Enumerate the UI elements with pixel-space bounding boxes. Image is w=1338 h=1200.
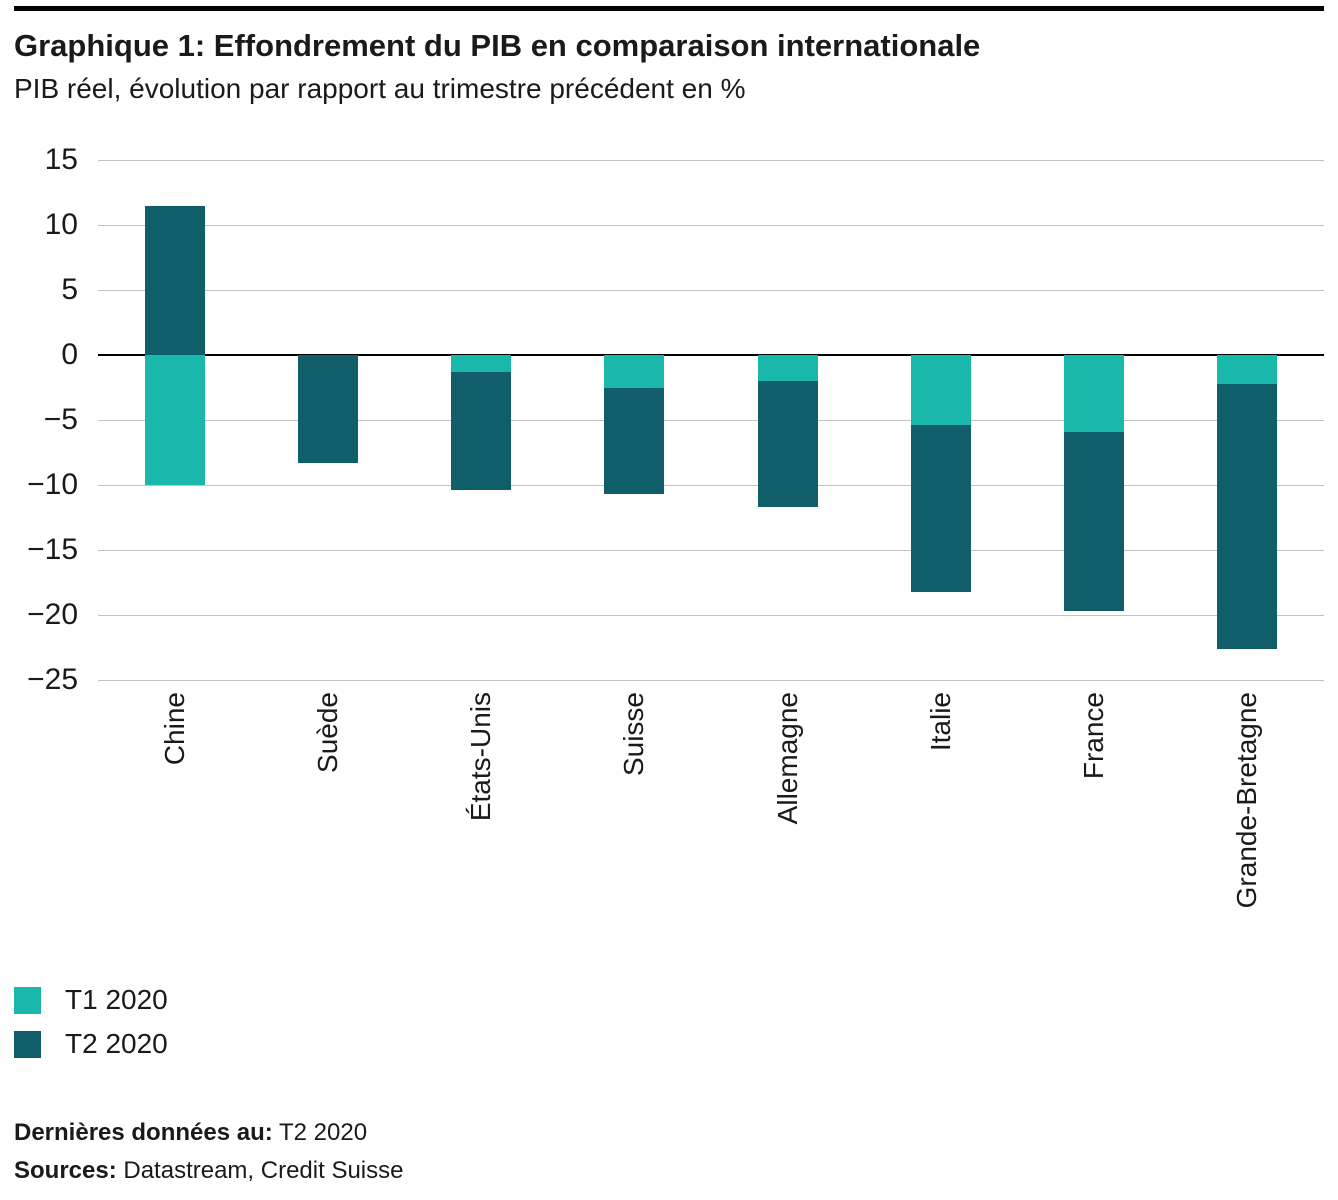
gridline bbox=[98, 680, 1324, 681]
legend-item-t2-2020: T2 2020 bbox=[14, 1030, 1324, 1058]
sources-label: Sources: bbox=[14, 1157, 117, 1184]
x-axis-label: Allemagne bbox=[771, 692, 803, 825]
bar-segment bbox=[757, 355, 818, 381]
last-data-label: Dernières données au: bbox=[14, 1119, 273, 1146]
bar-segment bbox=[910, 425, 971, 592]
legend-swatch-t1-icon bbox=[14, 986, 41, 1014]
chart-title: Graphique 1: Effondrement du PIB en comp… bbox=[14, 28, 981, 63]
legend-swatch-t2-icon bbox=[14, 1030, 41, 1058]
gridline bbox=[98, 160, 1324, 161]
bar-segment bbox=[1064, 431, 1125, 612]
bar-segment bbox=[297, 355, 358, 463]
bar-segment bbox=[910, 355, 971, 426]
x-axis-label: Grande-Bretagne bbox=[1231, 692, 1263, 909]
x-axis: Chine Suède États-Unis Suisse Allemagne Itali… bbox=[98, 680, 1324, 970]
footer: Dernières données au: T2 2020 Sources: D… bbox=[14, 1114, 1324, 1190]
bar-segment bbox=[604, 355, 665, 388]
bar-segment bbox=[144, 205, 205, 355]
sources-line: Sources: Datastream, Credit Suisse bbox=[14, 1152, 1324, 1190]
bar-chart: 15 10 5 0 −5 −10 −15 −20 −25 Chine Suède États-Uni… bbox=[14, 143, 1324, 970]
gridline bbox=[98, 420, 1324, 421]
legend-label-t2: T2 2020 bbox=[65, 1028, 168, 1059]
legend-label-t1: T1 2020 bbox=[65, 984, 168, 1015]
legend-item-t1-2020: T1 2020 bbox=[14, 986, 1324, 1014]
plot-area bbox=[98, 160, 1324, 681]
bar-segment bbox=[604, 387, 665, 495]
x-axis-label: Suisse bbox=[618, 692, 650, 777]
bar-segment bbox=[1217, 355, 1278, 384]
chart-subtitle: PIB réel, évolution par rapport au trime… bbox=[14, 73, 746, 104]
x-axis-label: Italie bbox=[924, 692, 956, 752]
bar-segment bbox=[144, 355, 205, 485]
gridline bbox=[98, 615, 1324, 616]
y-tick-label: −10 bbox=[27, 468, 78, 501]
last-data-value: T2 2020 bbox=[278, 1119, 368, 1146]
top-rule bbox=[14, 6, 1324, 11]
gridline bbox=[98, 225, 1324, 226]
x-axis-label: États-Unis bbox=[465, 692, 497, 822]
zero-line bbox=[98, 354, 1324, 356]
y-tick-label: 0 bbox=[61, 338, 78, 371]
y-tick-label: −5 bbox=[43, 403, 78, 436]
bar-segment bbox=[451, 355, 512, 372]
bar-segment bbox=[451, 371, 512, 491]
y-tick-label: −25 bbox=[27, 663, 78, 696]
bar-segment bbox=[1217, 383, 1278, 649]
y-tick-label: −15 bbox=[27, 533, 78, 566]
bar-segment bbox=[1064, 355, 1125, 432]
y-axis: 15 10 5 0 −5 −10 −15 −20 −25 bbox=[14, 143, 84, 696]
y-tick-label: 5 bbox=[61, 273, 78, 306]
gridline bbox=[98, 550, 1324, 551]
y-tick-label: −20 bbox=[27, 598, 78, 631]
legend: T1 2020 T2 2020 bbox=[14, 986, 1324, 1058]
sources-value: Datastream, Credit Suisse bbox=[123, 1157, 404, 1184]
y-tick-label: 10 bbox=[44, 208, 78, 241]
y-tick-label: 15 bbox=[44, 143, 78, 176]
x-axis-label: Suède bbox=[311, 692, 343, 773]
gridline bbox=[98, 485, 1324, 486]
x-axis-label: Chine bbox=[158, 692, 190, 766]
bar-segment bbox=[757, 381, 818, 508]
gridline bbox=[98, 290, 1324, 291]
x-axis-label: France bbox=[1078, 692, 1110, 780]
last-data-line: Dernières données au: T2 2020 bbox=[14, 1114, 1324, 1152]
